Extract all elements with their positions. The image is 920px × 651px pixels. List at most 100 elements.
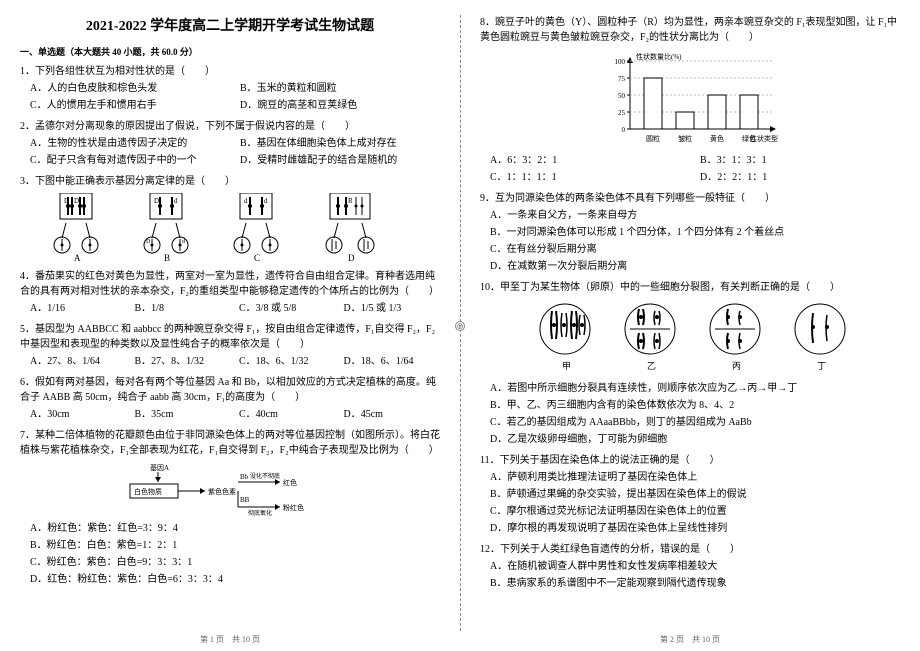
q10-opt-b: B．甲、乙、丙三细胞内含有的染色体数依次为 8、4、2 [490, 398, 900, 413]
q5-opt-c: C．18、6、1/32 [239, 354, 336, 369]
q10-svg: 甲 乙 丙 [520, 299, 860, 377]
q3-stem: 3．下图中能正确表示基因分离定律的是（ ） [20, 174, 440, 189]
q8-opt-c: C．1：1：1：1 [490, 170, 690, 185]
q1-opt-d: D．豌豆的高茎和豆荚绿色 [240, 98, 440, 113]
question-10: 10．甲至丁为某生物体（卵原）中的一些细胞分裂图，有关判断正确的是（ ） 甲 [480, 280, 900, 447]
q8-opt-a: A．6：3：2：1 [490, 153, 690, 168]
svg-text:d: d [244, 197, 248, 205]
q6-opt-d: D．45cm [344, 407, 441, 422]
svg-text:C: C [254, 253, 260, 263]
svg-text:B: B [164, 253, 170, 263]
svg-text:基因A: 基因A [150, 463, 169, 472]
q12-opt-a: A．在随机被调查人群中男性和女性发病率相差较大 [490, 559, 900, 574]
q10-opt-d: D．乙是次级卵母细胞，丁可能为卵细胞 [490, 432, 900, 447]
svg-text:D: D [154, 197, 159, 205]
svg-text:d: d [174, 197, 178, 205]
question-12: 12．下列关于人类红绿色盲遗传的分析，错误的是（ ） A．在随机被调查人群中男性… [480, 542, 900, 591]
svg-text:没化不彻底: 没化不彻底 [250, 472, 280, 480]
svg-text:D: D [64, 197, 69, 205]
q10-opt-a: A．若图中所示细胞分裂具有连续性，则顺序依次应为乙→丙→甲→丁 [490, 381, 900, 396]
q1-opt-c: C．人的惯用左手和惯用右手 [30, 98, 230, 113]
svg-text:d: d [182, 239, 185, 245]
page-footer-left: 第 1 页 共 10 页 [20, 634, 440, 645]
q9-opt-c: C．在有丝分裂后期分离 [490, 242, 900, 257]
q5-opt-b: B．27、8、1/32 [135, 354, 232, 369]
q2-stem: 2．孟德尔对分离现象的原因提出了假说，下列不属于假说内容的是（ ） [20, 119, 440, 134]
q8-opt-b: B．3：1：3：1 [700, 153, 900, 168]
q6-opt-a: A．30cm [30, 407, 127, 422]
q10-figure: 甲 乙 丙 [480, 299, 900, 377]
svg-text:100: 100 [615, 58, 626, 66]
svg-text:白色物质: 白色物质 [134, 487, 162, 496]
question-6: 6．假如有两对基因，每对各有两个等位基因 Aa 和 Bb，以相加效应的方式决定植… [20, 375, 440, 422]
q9-opt-d: D．在减数第一次分裂后期分离 [490, 259, 900, 274]
svg-text:D: D [74, 197, 79, 205]
q1-opt-b: B．玉米的黄粒和圆粒 [240, 81, 440, 96]
q9-opt-b: B．一对同源染色体可以形成 1 个四分体，1 个四分体有 2 个着丝点 [490, 225, 900, 240]
svg-text:50: 50 [618, 92, 626, 100]
q11-stem: 11．下列关于基因在染色体上的说法正确的是（ ） [480, 453, 900, 468]
svg-text:粉红色: 粉红色 [283, 503, 304, 512]
svg-text:D: D [348, 253, 355, 263]
right-column: 8．豌豆子叶的黄色（Y）、圆粒种子（R）均为显性，两亲本豌豆杂交的 F₁表现型如… [460, 0, 920, 651]
q9-opt-a: A．一条来自父方，一条来自母方 [490, 208, 900, 223]
section1-heading: 一、单选题（本大题共 40 小题，共 60.0 分） [20, 45, 440, 58]
q2-opt-c: C．配子只含有每对遗传因子中的一个 [30, 153, 230, 168]
left-column: 2021-2022 学年度高二上学期开学考试生物试题 一、单选题（本大题共 40… [0, 0, 460, 651]
q7-opt-b: B．粉红色：白色：紫色=1：2：1 [30, 538, 440, 553]
exam-title: 2021-2022 学年度高二上学期开学考试生物试题 [20, 15, 440, 35]
q7-figure: 基因A 白色物质 紫色色素 Bb 没化不彻底 红色 BB 彻底氧化 粉红色 [120, 462, 340, 517]
svg-text:皱粒: 皱粒 [678, 134, 692, 143]
svg-text:性状数量比(%): 性状数量比(%) [636, 52, 682, 61]
question-4: 4．番茄果实的红色对黄色为显性，两室对一室为显性，遗传符合自由组合定律。育种者选… [20, 269, 440, 316]
q8-stem: 8．豌豆子叶的黄色（Y）、圆粒种子（R）均为显性，两亲本豌豆杂交的 F₁表现型如… [480, 15, 900, 45]
svg-text:A: A [74, 253, 81, 263]
question-1: 1．下列各组性状互为相对性状的是（ ） A．人的白色皮肤和棕色头发 B．玉米的黄… [20, 64, 440, 113]
q6-opt-c: C．40cm [239, 407, 336, 422]
question-8: 8．豌豆子叶的黄色（Y）、圆粒种子（R）均为显性，两亲本豌豆杂交的 F₁表现型如… [480, 15, 900, 185]
q12-opt-b: B．患病家系的系谱图中不一定能观察到隔代遗传现象 [490, 576, 900, 591]
svg-text:丁: 丁 [817, 361, 826, 371]
q8-opt-d: D．2：2：1：1 [700, 170, 900, 185]
q10-stem: 10．甲至丁为某生物体（卵原）中的一些细胞分裂图，有关判断正确的是（ ） [480, 280, 900, 295]
question-7: 7．某种二倍体植物的花瓣颜色由位于非同源染色体上的两对等位基因控制（如图所示）。… [20, 428, 440, 587]
svg-text:d: d [264, 197, 268, 205]
svg-text:性状类型: 性状类型 [750, 134, 778, 143]
q6-stem: 6．假如有两对基因，每对各有两个等位基因 Aa 和 Bb，以相加效应的方式决定植… [20, 375, 440, 405]
question-3: 3．下图中能正确表示基因分离定律的是（ ） DD A [20, 174, 440, 263]
svg-text:红色: 红色 [283, 478, 297, 487]
svg-text:乙: 乙 [647, 361, 656, 371]
q1-stem: 1．下列各组性状互为相对性状的是（ ） [20, 64, 440, 79]
question-9: 9．互为同源染色体的两条染色体不具有下列哪些一般特征（ ） A．一条来自父方，一… [480, 191, 900, 274]
q4-opt-a: A．1/16 [30, 301, 127, 316]
svg-text:紫色色素: 紫色色素 [208, 487, 236, 496]
svg-text:丙: 丙 [732, 361, 741, 371]
q2-opt-a: A．生物的性状是由遗传因子决定的 [30, 136, 230, 151]
q4-opt-c: C．3/8 或 5/8 [239, 301, 336, 316]
q12-stem: 12．下列关于人类红绿色盲遗传的分析，错误的是（ ） [480, 542, 900, 557]
q7-opt-c: C．粉红色：紫色：白色=9：3：3：1 [30, 555, 440, 570]
page-footer-right: 第 2 页 共 10 页 [480, 634, 900, 645]
q2-opt-b: B．基因在体细胞染色体上成对存在 [240, 136, 440, 151]
question-2: 2．孟德尔对分离现象的原因提出了假说，下列不属于假说内容的是（ ） A．生物的性… [20, 119, 440, 168]
q5-stem: 5．基因型为 AABBCC 和 aabbcc 的两种豌豆杂交得 F₁，按自由组合… [20, 322, 440, 352]
question-11: 11．下列关于基因在染色体上的说法正确的是（ ） A．萨顿利用类比推理法证明了基… [480, 453, 900, 536]
q9-stem: 9．互为同源染色体的两条染色体不具有下列哪些一般特征（ ） [480, 191, 900, 206]
svg-text:75: 75 [618, 75, 626, 83]
q10-opt-c: C．若乙的基因组成为 AAaaBBbb，则丁的基因组成为 AaBb [490, 415, 900, 430]
q11-opt-b: B．萨顿通过果蝇的杂交实验，提出基因在染色体上的假说 [490, 487, 900, 502]
q4-opt-b: B．1/8 [135, 301, 232, 316]
q3-svg: DD A D d D d B [50, 193, 410, 263]
svg-text:彻底氧化: 彻底氧化 [248, 509, 272, 517]
q8-chart: 0255075100性状数量比(%)圆粒皱粒黄色绿色性状类型 [600, 49, 780, 149]
svg-text:圆粒: 圆粒 [646, 134, 660, 143]
svg-text:D: D [146, 239, 151, 245]
q11-opt-d: D．摩尔根的再发现说明了基因在染色体上呈线性排列 [490, 521, 900, 536]
q2-opt-d: D．受精时雌雄配子的结合是随机的 [240, 153, 440, 168]
q7-opt-d: D．红色：粉红色：紫色：白色=6：3：3：4 [30, 572, 440, 587]
svg-text:黄色: 黄色 [710, 134, 724, 143]
q4-opt-d: D．1/5 或 1/3 [344, 301, 441, 316]
question-5: 5．基因型为 AABBCC 和 aabbcc 的两种豌豆杂交得 F₁，按自由组合… [20, 322, 440, 369]
svg-text:25: 25 [618, 109, 626, 117]
q1-opt-a: A．人的白色皮肤和棕色头发 [30, 81, 230, 96]
